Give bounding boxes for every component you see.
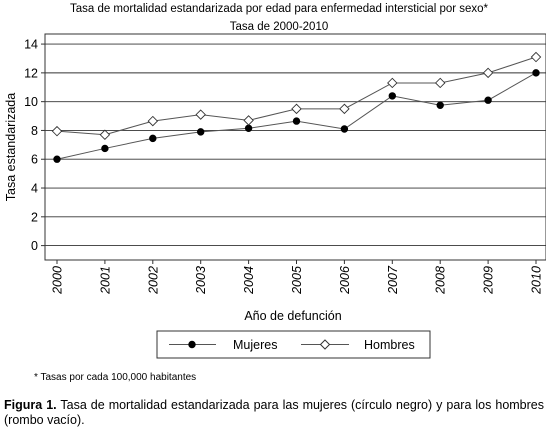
point-mujeres-2002 xyxy=(149,134,157,143)
x-tick-label-2005: 2005 xyxy=(290,266,304,295)
point-hombres-2008 xyxy=(434,77,446,89)
x-axis-label: Año de defunción xyxy=(244,309,341,323)
gridlines xyxy=(45,43,546,247)
point-mujeres-2008 xyxy=(436,101,444,109)
y-tick-label-6: 6 xyxy=(31,153,38,167)
x-tick-label-2010: 2010 xyxy=(530,266,544,295)
x-tick-label-2008: 2008 xyxy=(434,266,448,295)
chart-subtitle: Tasa de 2000-2010 xyxy=(230,21,328,33)
x-tick-label-2009: 2009 xyxy=(482,266,496,295)
x-tick-label-2006: 2006 xyxy=(338,266,352,295)
point-hombres-2007 xyxy=(387,77,398,89)
y-tick-label-8: 8 xyxy=(31,124,38,138)
x-tick-label-2000: 2000 xyxy=(51,266,65,295)
legend-marker-mujeres xyxy=(188,340,196,349)
x-tick-label-2003: 2003 xyxy=(194,266,208,295)
point-hombres-2003 xyxy=(195,109,206,120)
point-mujeres-2005 xyxy=(292,117,301,125)
x-tick-label-2007: 2007 xyxy=(386,265,400,295)
y-tick-label-12: 12 xyxy=(24,66,38,80)
chart-title: Tasa de mortalidad estandarizada por eda… xyxy=(70,3,489,15)
y-tick-label-2: 2 xyxy=(31,210,38,224)
y-tick-label-14: 14 xyxy=(24,38,38,52)
series-markers xyxy=(51,51,542,163)
y-tick-label-10: 10 xyxy=(24,95,38,109)
point-mujeres-2009 xyxy=(484,96,492,104)
y-tick-label-0: 0 xyxy=(31,239,38,253)
mortality-line-chart: Tasa de mortalidad estandarizada por eda… xyxy=(4,3,546,359)
figure-caption: Figura 1. Tasa de mortalidad estandariza… xyxy=(4,398,544,428)
plot-area xyxy=(44,33,546,261)
point-hombres-2000 xyxy=(51,125,63,137)
x-axis-ticks: 2000 2001 2002 2003 2004 2005 2006 2007 2008 2009… xyxy=(51,260,544,295)
point-mujeres-2006 xyxy=(340,125,349,133)
legend-marker-hombres xyxy=(319,339,331,350)
point-hombres-2006 xyxy=(339,103,350,115)
caption-text: Tasa de mortalidad estandarizada para la… xyxy=(4,398,544,427)
point-hombres-2010 xyxy=(530,51,542,63)
point-hombres-2004 xyxy=(243,115,254,126)
point-mujeres-2001 xyxy=(101,144,109,153)
point-mujeres-2010 xyxy=(532,69,540,77)
point-mujeres-2007 xyxy=(388,92,396,100)
y-tick-label-4: 4 xyxy=(31,182,38,196)
x-tick-label-2004: 2004 xyxy=(242,266,256,295)
caption-label: Figura 1. xyxy=(4,398,57,412)
point-mujeres-2003 xyxy=(197,128,205,136)
y-axis-label: Tasa estandarizada xyxy=(4,93,18,201)
x-tick-label-2002: 2002 xyxy=(146,266,160,295)
point-hombres-2001 xyxy=(99,129,111,141)
y-axis-ticks: 0 2 4 6 8 10 12 14 xyxy=(24,38,45,253)
point-hombres-2005 xyxy=(291,103,302,115)
point-mujeres-2004 xyxy=(244,124,253,132)
legend-label-mujeres: Mujeres xyxy=(233,338,277,352)
point-mujeres-2000 xyxy=(53,155,61,163)
footnote: * Tasas por cada 100,000 habitantes xyxy=(34,372,197,383)
legend-label-hombres: Hombres xyxy=(364,338,415,352)
legend: Mujeres Hombres xyxy=(156,330,431,359)
point-hombres-2002 xyxy=(147,115,159,127)
x-tick-label-2001: 2001 xyxy=(98,266,112,295)
point-hombres-2009 xyxy=(482,67,494,79)
